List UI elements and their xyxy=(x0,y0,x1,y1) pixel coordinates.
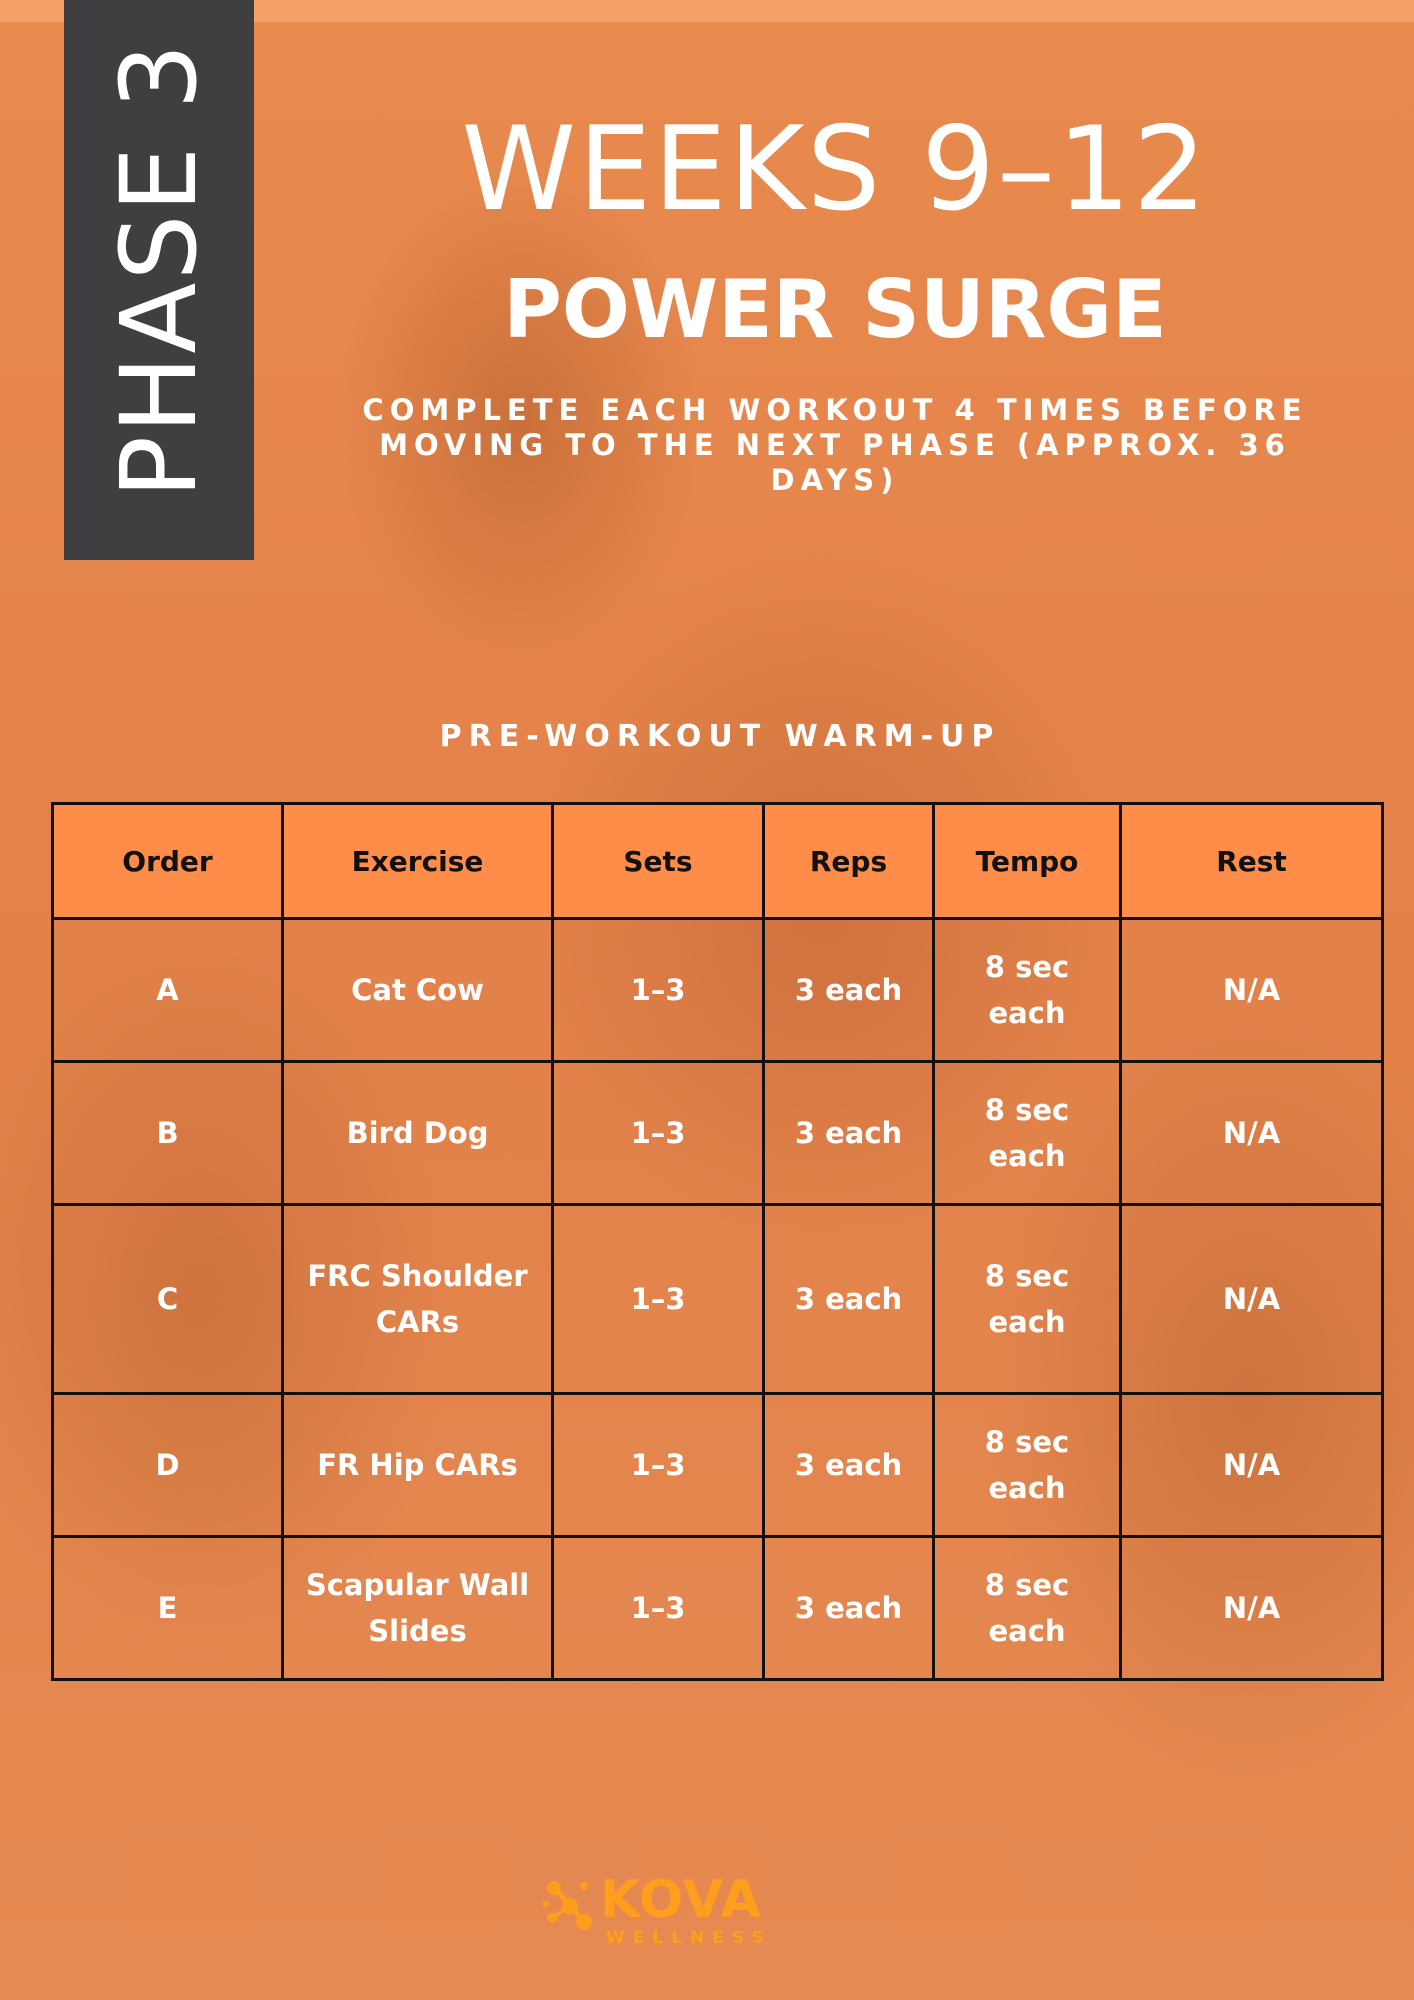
phase-label: PHASE 3 xyxy=(98,41,220,499)
exercise-cell: FR Hip CARs xyxy=(281,1392,554,1538)
order-cell: A xyxy=(51,917,284,1063)
sets-cell: 1–3 xyxy=(551,917,765,1063)
reps-cell: 3 each xyxy=(762,1060,935,1206)
sets-cell: 1–3 xyxy=(551,1535,765,1681)
exercise-cell: FRC Shoulder CARs xyxy=(281,1203,554,1395)
table-row: E Scapular Wall Slides 1–3 3 each 8 sec … xyxy=(51,1535,1384,1681)
top-stripe xyxy=(0,0,1414,22)
column-header-exercise: Exercise xyxy=(281,802,554,920)
column-header-tempo: Tempo xyxy=(932,802,1122,920)
kova-logo: KOVA WELLNESS xyxy=(540,1870,780,1950)
reps-cell: 3 each xyxy=(762,1392,935,1538)
exercise-cell: Scapular Wall Slides xyxy=(281,1535,554,1681)
table-row: B Bird Dog 1–3 3 each 8 sec each N/A xyxy=(51,1060,1384,1206)
tempo-cell: 8 sec each xyxy=(932,1203,1122,1395)
logo-wordmark: KOVA xyxy=(600,1870,762,1930)
order-cell: D xyxy=(51,1392,284,1538)
column-header-rest: Rest xyxy=(1119,802,1384,920)
order-cell: E xyxy=(51,1535,284,1681)
sets-cell: 1–3 xyxy=(551,1392,765,1538)
tempo-cell: 8 sec each xyxy=(932,917,1122,1063)
warmup-table: Order Exercise Sets Reps Tempo Rest A Ca… xyxy=(51,802,1384,1681)
table-row: D FR Hip CARs 1–3 3 each 8 sec each N/A xyxy=(51,1392,1384,1538)
table-row: C FRC Shoulder CARs 1–3 3 each 8 sec eac… xyxy=(51,1203,1384,1395)
rest-cell: N/A xyxy=(1119,1060,1384,1206)
reps-cell: 3 each xyxy=(762,1535,935,1681)
logo-tagline: WELLNESS xyxy=(606,1928,772,1948)
reps-cell: 3 each xyxy=(762,917,935,1063)
table-header-row: Order Exercise Sets Reps Tempo Rest xyxy=(51,802,1384,920)
order-cell: C xyxy=(51,1203,284,1395)
tempo-cell: 8 sec each xyxy=(932,1392,1122,1538)
order-cell: B xyxy=(51,1060,284,1206)
exercise-cell: Cat Cow xyxy=(281,917,554,1063)
tempo-cell: 8 sec each xyxy=(932,1535,1122,1681)
rest-cell: N/A xyxy=(1119,1392,1384,1538)
rest-cell: N/A xyxy=(1119,917,1384,1063)
sets-cell: 1–3 xyxy=(551,1203,765,1395)
section-title: PRE-WORKOUT WARM-UP xyxy=(439,719,1001,754)
rest-cell: N/A xyxy=(1119,1203,1384,1395)
program-name: POWER SURGE xyxy=(503,263,1167,356)
molecule-icon xyxy=(543,1881,592,1930)
column-header-reps: Reps xyxy=(762,802,935,920)
page-title: WEEKS 9–12 xyxy=(461,102,1209,237)
column-header-order: Order xyxy=(51,802,284,920)
table-row: A Cat Cow 1–3 3 each 8 sec each N/A xyxy=(51,917,1384,1063)
column-header-sets: Sets xyxy=(551,802,765,920)
rest-cell: N/A xyxy=(1119,1535,1384,1681)
exercise-cell: Bird Dog xyxy=(281,1060,554,1206)
phase-banner xyxy=(64,0,254,560)
tempo-cell: 8 sec each xyxy=(932,1060,1122,1206)
sets-cell: 1–3 xyxy=(551,1060,765,1206)
instructions-text: COMPLETE EACH WORKOUT 4 TIMES BEFORE MOV… xyxy=(362,393,1308,497)
reps-cell: 3 each xyxy=(762,1203,935,1395)
